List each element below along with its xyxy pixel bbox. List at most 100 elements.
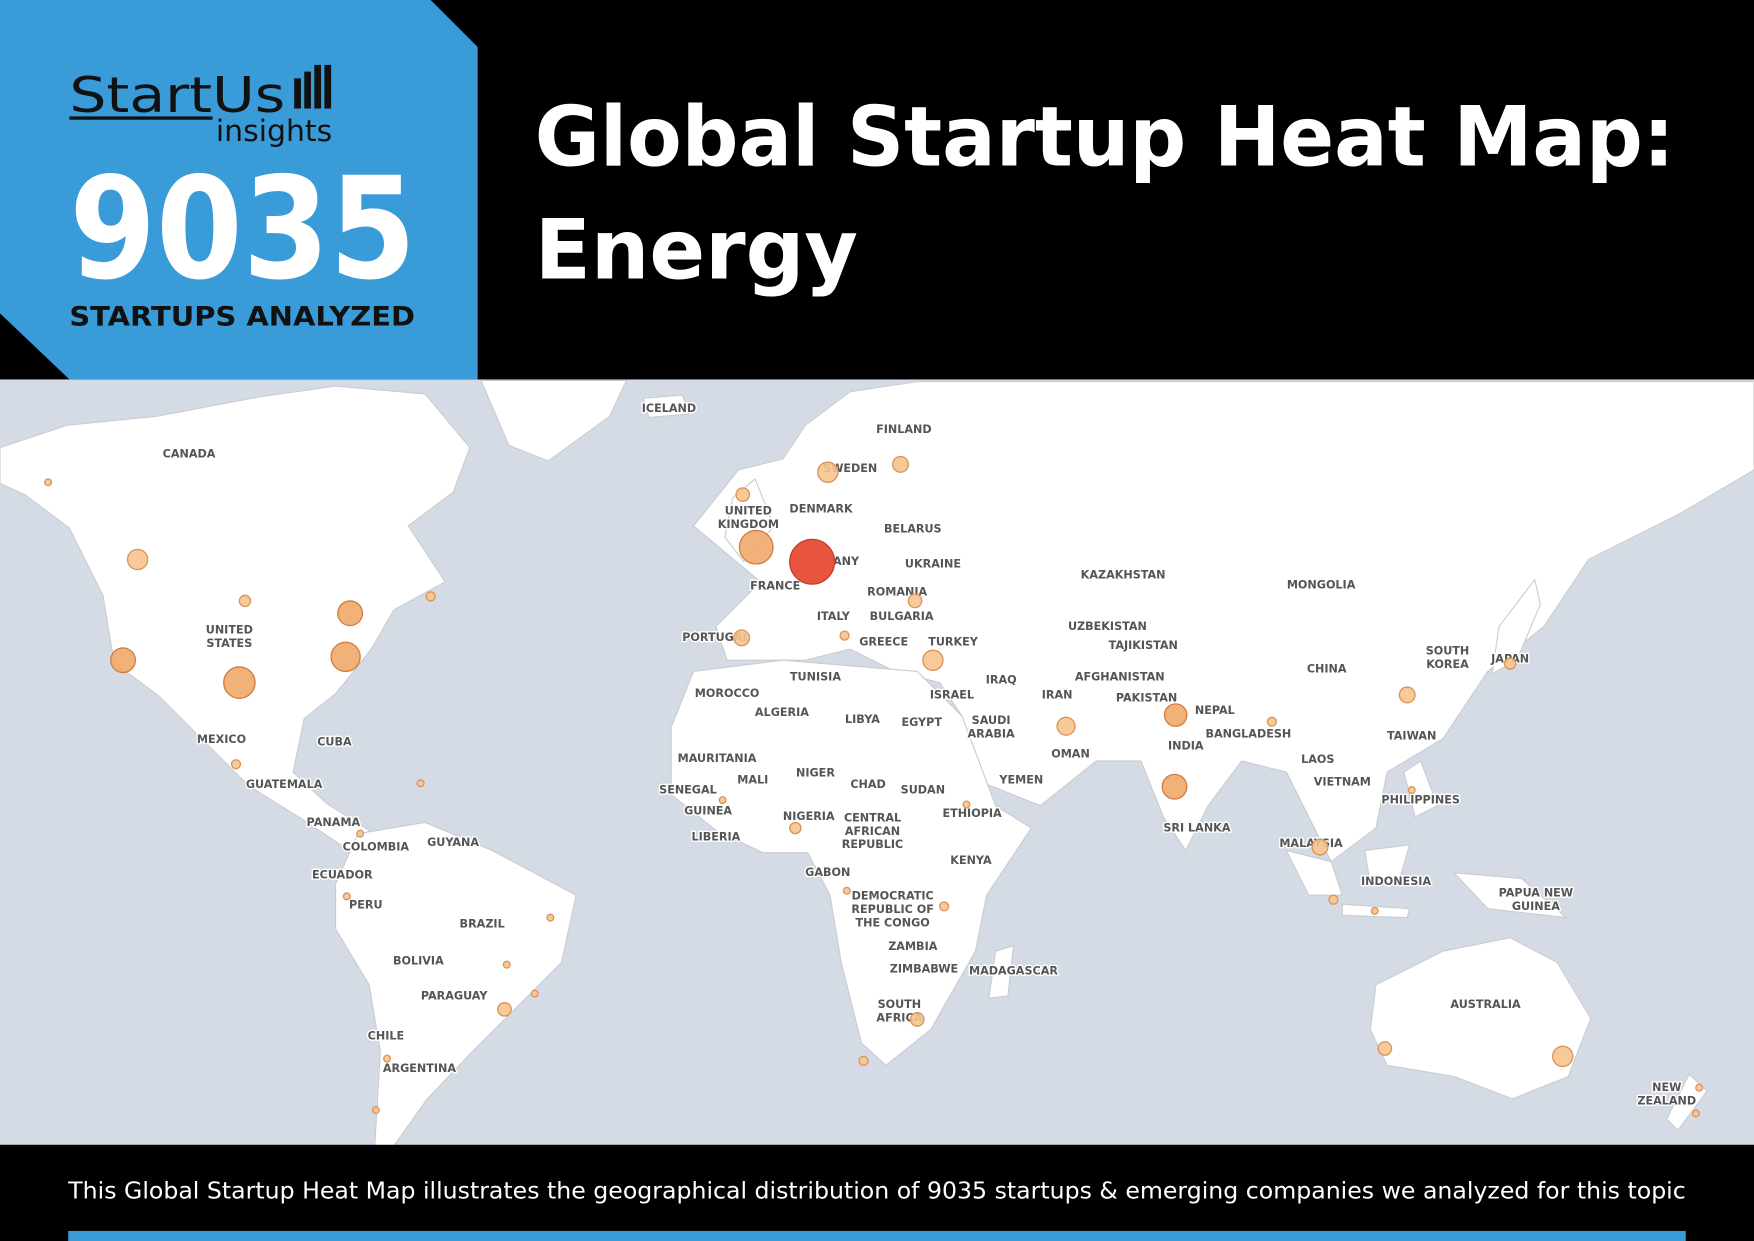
country-label: IRAN bbox=[1042, 688, 1073, 701]
country-label: KOREA bbox=[1426, 658, 1469, 671]
bubble bbox=[718, 796, 727, 805]
country-label: LIBERIA bbox=[692, 830, 741, 843]
bubble bbox=[1161, 773, 1188, 800]
bubble bbox=[789, 538, 836, 585]
country-label: UNITED bbox=[206, 623, 253, 636]
bubble bbox=[922, 649, 944, 671]
bubble bbox=[735, 487, 751, 502]
bubble bbox=[817, 461, 839, 483]
country-label: IRAQ bbox=[986, 674, 1017, 687]
country-label: SRI LANKA bbox=[1163, 821, 1230, 834]
bubble bbox=[371, 1106, 380, 1115]
bubble bbox=[789, 821, 802, 835]
brand-sub: insights bbox=[216, 114, 332, 148]
country-label: FRANCE bbox=[750, 580, 800, 593]
country-label: ETHIOPIA bbox=[942, 807, 1002, 820]
north-america bbox=[0, 385, 471, 852]
country-label: NIGERIA bbox=[783, 810, 835, 823]
startup-count: 9035 bbox=[69, 147, 416, 311]
brand-icon bbox=[294, 64, 332, 109]
country-label: FINLAND bbox=[876, 423, 932, 436]
country-label: BULGARIA bbox=[870, 610, 934, 623]
bubble bbox=[230, 759, 242, 770]
country-label: GUINEA bbox=[684, 805, 732, 818]
country-label: AFRICAN bbox=[845, 825, 900, 838]
footer-accent bbox=[68, 1230, 1686, 1241]
country-label: YEMEN bbox=[998, 773, 1043, 786]
country-label: ARABIA bbox=[967, 727, 1015, 740]
country-label: PARAGUAY bbox=[421, 989, 489, 1002]
country-label: ISRAEL bbox=[930, 688, 974, 701]
country-label: KENYA bbox=[950, 854, 992, 867]
country-label: GUATEMALA bbox=[246, 778, 323, 791]
brand-underline bbox=[69, 116, 213, 120]
bubble bbox=[839, 630, 850, 641]
country-label: STATES bbox=[206, 637, 252, 650]
bubble bbox=[1056, 716, 1076, 736]
bubble bbox=[1311, 838, 1329, 856]
country-label: GREECE bbox=[859, 636, 908, 649]
country-label: THE CONGO bbox=[856, 917, 930, 930]
bubble bbox=[1407, 786, 1416, 795]
country-label: GABON bbox=[805, 866, 850, 879]
country-label: TURKEY bbox=[928, 636, 979, 649]
country-label: PANAMA bbox=[307, 816, 361, 829]
bubble bbox=[1691, 1109, 1700, 1118]
philippines bbox=[1403, 760, 1439, 818]
bubble bbox=[1551, 1045, 1574, 1068]
japan bbox=[1491, 578, 1541, 675]
title-line: Energy bbox=[535, 202, 858, 299]
bubble bbox=[858, 1055, 869, 1066]
icon-bar bbox=[314, 64, 322, 109]
country-label: OMAN bbox=[1051, 748, 1090, 761]
country-label: SAUDI bbox=[972, 714, 1011, 727]
country-label: NEPAL bbox=[1195, 704, 1235, 717]
country-label: ALGERIA bbox=[755, 706, 809, 719]
bubble bbox=[907, 593, 923, 609]
bubble bbox=[383, 1054, 392, 1063]
country-label: MONGOLIA bbox=[1287, 579, 1356, 592]
footer-bar bbox=[0, 1144, 1754, 1241]
country-label: NIGER bbox=[796, 767, 835, 780]
title-line: Global Startup Heat Map: bbox=[535, 89, 1675, 186]
bubble bbox=[44, 478, 53, 487]
bubble bbox=[110, 647, 137, 674]
bubble bbox=[223, 666, 256, 699]
country-label: GUINEA bbox=[1512, 900, 1560, 913]
country-label: ZEALAND bbox=[1637, 1094, 1696, 1107]
bubble bbox=[126, 548, 149, 571]
madagascar bbox=[988, 944, 1015, 999]
bubble bbox=[1695, 1083, 1704, 1092]
country-label: ZAMBIA bbox=[888, 940, 938, 953]
country-label: REPUBLIC OF bbox=[851, 903, 934, 916]
bubble bbox=[1370, 906, 1379, 915]
bubble bbox=[891, 455, 909, 473]
bubble bbox=[1328, 894, 1339, 905]
country-label: CANADA bbox=[163, 448, 216, 461]
country-label: LAOS bbox=[1301, 753, 1334, 766]
country-label: INDONESIA bbox=[1361, 875, 1431, 888]
bubble bbox=[330, 641, 361, 673]
country-label: NEW bbox=[1652, 1081, 1681, 1094]
country-label: MEXICO bbox=[197, 733, 246, 746]
brand-name: StartUs bbox=[69, 66, 285, 124]
bubble bbox=[842, 886, 851, 895]
bubbles bbox=[44, 455, 1704, 1118]
country-label: MALAYSIA bbox=[1279, 837, 1343, 850]
country-labels: ICELANDCANADAFINLANDSWEDENUNITEDKINGDOMD… bbox=[161, 400, 1697, 1108]
bubble bbox=[502, 960, 511, 969]
country-label: PORTUGAL bbox=[682, 631, 749, 644]
iceland bbox=[642, 394, 690, 418]
country-label: MADAGASCAR bbox=[969, 965, 1058, 978]
country-label: SOUTH bbox=[878, 998, 922, 1011]
country-label: CHILE bbox=[368, 1030, 404, 1043]
country-label: UKRAINE bbox=[905, 557, 961, 570]
country-label: MAURITANIA bbox=[678, 752, 757, 765]
country-label: ZIMBABWE bbox=[890, 962, 958, 975]
country-label: INDIA bbox=[1168, 740, 1204, 753]
bubble bbox=[1377, 1041, 1393, 1056]
bubble bbox=[1503, 657, 1517, 670]
brand-panel bbox=[0, 0, 478, 380]
